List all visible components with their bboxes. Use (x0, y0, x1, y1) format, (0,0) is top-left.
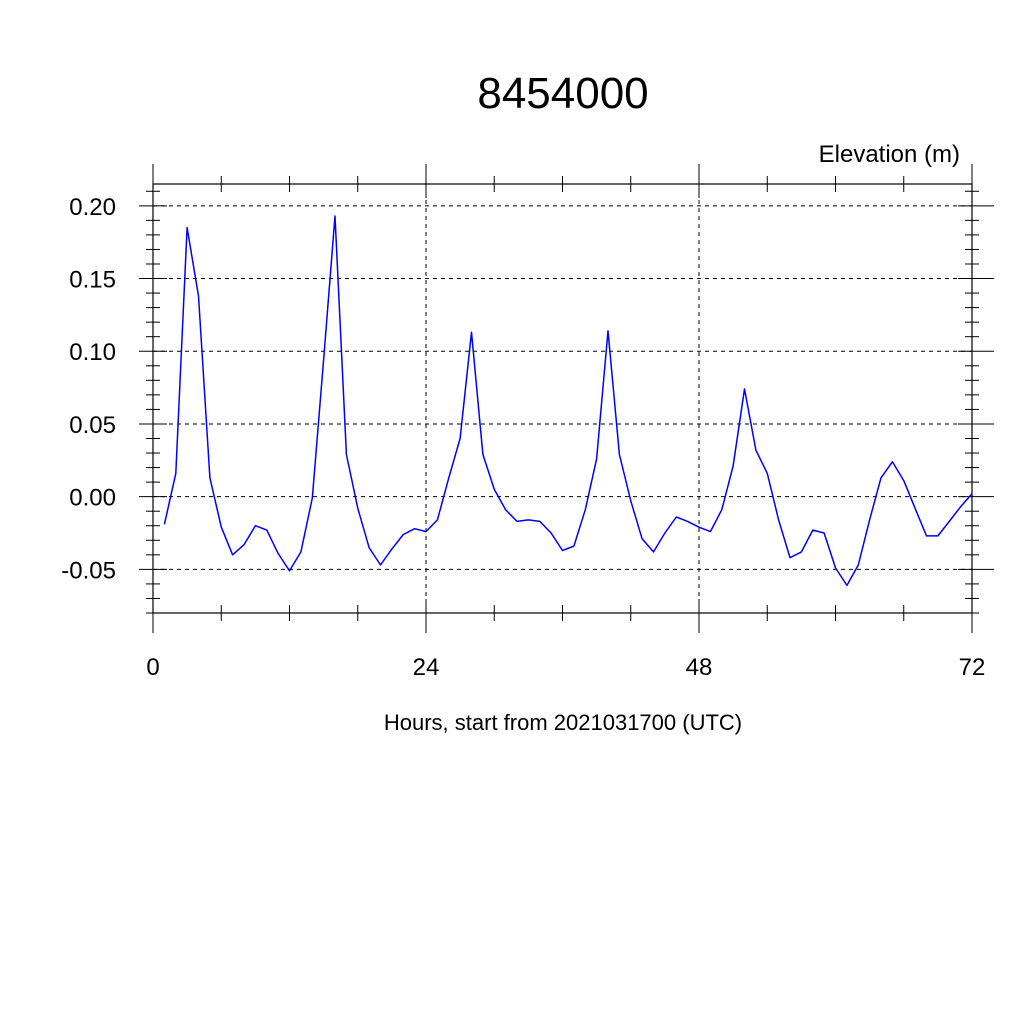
y-tick-label: 0.10 (69, 339, 116, 366)
tick-labels: -0.05 0.00 0.05 0.10 0.15 0.20 0 24 48 72 (61, 194, 985, 681)
grid-lines (153, 184, 972, 613)
x-tick-label: 0 (146, 654, 159, 681)
y-axis-label: Elevation (m) (819, 141, 960, 168)
y-tick-label: 0.20 (69, 194, 116, 221)
y-tick-label: 0.05 (69, 412, 116, 439)
x-tick-label: 48 (686, 654, 713, 681)
axis-ticks (139, 164, 994, 633)
chart-title: 8454000 (477, 69, 648, 118)
x-axis-label: Hours, start from 2021031700 (UTC) (384, 710, 742, 735)
y-tick-label: -0.05 (61, 557, 116, 584)
y-tick-label: 0.15 (69, 267, 116, 294)
y-tick-label: 0.00 (69, 485, 116, 512)
plot-frame (152, 183, 973, 614)
x-tick-label: 72 (959, 654, 986, 681)
series-line (163, 215, 973, 587)
x-tick-label: 24 (413, 654, 440, 681)
series-layer (163, 215, 973, 587)
